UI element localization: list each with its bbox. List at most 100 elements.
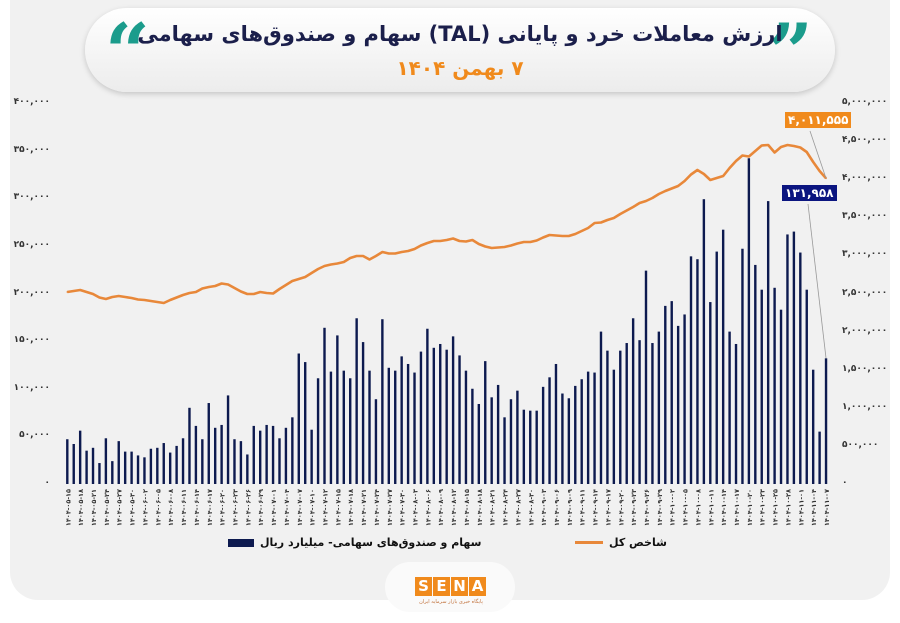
- index-point: [458, 240, 461, 242]
- y-right-tick: ۵,۰۰۰,۰۰۰: [842, 97, 888, 107]
- y-right-tick: ۳,۵۰۰,۰۰۰: [842, 211, 888, 222]
- bar: [188, 407, 191, 484]
- index-point: [426, 242, 429, 244]
- bar: [503, 417, 506, 484]
- index-point: [201, 287, 204, 290]
- x-tick-label: ۱۴۰۴-۰۶-۰۵: [154, 489, 162, 526]
- index-point: [760, 144, 763, 147]
- bar: [554, 363, 558, 484]
- logo-backdrop: [385, 562, 515, 612]
- bar: [374, 399, 378, 484]
- index-point: [246, 293, 249, 295]
- index-point: [156, 301, 159, 303]
- index-point: [728, 167, 731, 169]
- bar: [156, 447, 159, 484]
- x-tick-label: ۱۴۰۴-۰۶-۱۷: [206, 489, 214, 526]
- index-point: [568, 235, 570, 237]
- x-tick-label: ۱۴۰۴-۰۹-۱۷: [604, 489, 612, 526]
- x-tick-label: ۱۴۰۴-۰۶-۲۰: [219, 489, 227, 526]
- index-point: [317, 268, 319, 270]
- y-left-tick: ۱۵۰,۰۰۰: [13, 335, 50, 346]
- x-tick-label: ۱۴۰۴-۰۹-۲۰: [617, 489, 625, 526]
- last-value-callout: ۱۳۱,۹۵۸: [782, 185, 837, 201]
- index-point: [72, 290, 75, 292]
- logo-letter: N: [451, 577, 468, 596]
- x-tick-label: ۱۴۰۴-۱۰-۱۴: [720, 489, 728, 526]
- index-point: [420, 244, 422, 247]
- index-point: [471, 239, 474, 241]
- index-point: [580, 230, 583, 232]
- index-point: [349, 257, 352, 259]
- x-tick-label: ۱۴۰۴-۰۷-۲۱: [360, 489, 368, 526]
- x-tick-label: ۱۴۰۴-۰۹-۲۹: [656, 489, 664, 526]
- bar: [619, 350, 622, 484]
- index-point: [670, 187, 673, 190]
- index-point: [638, 202, 641, 204]
- index-point: [619, 213, 622, 215]
- bar: [413, 372, 416, 484]
- y-right-tick: ۲,۰۰۰,۰۰۰: [842, 325, 888, 336]
- bar: [104, 438, 108, 484]
- index-point: [252, 293, 255, 295]
- bar: [721, 229, 725, 484]
- x-tick-label: ۱۴۰۴-۰۹-۰۹: [566, 489, 574, 526]
- index-point: [265, 292, 268, 294]
- x-tick-label: ۱۴۰۴-۰۵-۱۵: [64, 489, 72, 526]
- x-tick-label: ۱۴۰۴-۰۶-۲۹: [257, 489, 265, 526]
- x-tick-label: ۱۴۰۴-۱۱-۰۴: [810, 489, 818, 526]
- index-point: [304, 276, 307, 278]
- bar: [213, 427, 217, 484]
- bar: [741, 248, 744, 484]
- bar: [117, 441, 120, 484]
- index-point: [310, 272, 313, 274]
- x-tick-label: ۱۴۰۴-۰۸-۱۸: [476, 489, 484, 526]
- bar: [516, 390, 519, 484]
- logo-letter: S: [415, 577, 432, 596]
- index-point: [66, 291, 69, 293]
- bar: [323, 327, 326, 484]
- x-tick-label: ۱۴۰۴-۰۶-۰۸: [167, 489, 175, 526]
- bar: [509, 399, 513, 484]
- bar: [304, 362, 307, 484]
- x-tick-label: ۱۴۰۴-۰۷-۱۵: [334, 489, 342, 526]
- bar: [606, 350, 609, 484]
- y-right-tick: ۵۰۰,۰۰۰: [842, 439, 879, 450]
- index-point: [182, 294, 184, 296]
- index-point: [484, 245, 487, 248]
- bar: [252, 425, 255, 484]
- x-tick-label: ۱۴۰۴-۰۸-۰۳: [412, 489, 420, 526]
- bar: [278, 438, 281, 484]
- logo-subtitle: پایگاه خبری بازار سرمایه ایران: [419, 599, 483, 605]
- index-point: [342, 261, 345, 263]
- y-left-tick: ۱۰۰,۰۰۰: [13, 382, 50, 393]
- x-tick-label: ۱۴۰۴-۱۰-۲۰: [746, 489, 754, 526]
- index-point: [394, 252, 397, 255]
- index-point: [812, 161, 814, 163]
- bar: [696, 259, 699, 484]
- bar: [657, 331, 661, 484]
- index-point: [773, 151, 776, 154]
- bar: [586, 371, 590, 484]
- index-point: [722, 175, 724, 177]
- index-point: [355, 255, 358, 257]
- bar: [387, 367, 390, 484]
- x-tick-label: ۱۴۰۴-۰۷-۰۱: [270, 489, 278, 526]
- bar: [310, 429, 313, 484]
- bar: [355, 318, 358, 484]
- bar: [361, 342, 365, 484]
- index-point: [272, 292, 274, 295]
- bar: [246, 454, 249, 484]
- bar: [381, 319, 384, 484]
- bar: [368, 370, 371, 484]
- bar: [676, 325, 680, 484]
- bar: [535, 410, 538, 484]
- index-point: [523, 241, 525, 243]
- bar: [349, 378, 352, 484]
- bar: [162, 443, 165, 484]
- index-point: [79, 289, 81, 291]
- index-point: [542, 236, 544, 239]
- x-tick-label: ۱۴۰۴-۰۶-۱۱: [180, 489, 188, 526]
- bar: [683, 314, 686, 484]
- y-right-tick: ۲,۵۰۰,۰۰۰: [842, 287, 888, 298]
- bar: [98, 463, 101, 484]
